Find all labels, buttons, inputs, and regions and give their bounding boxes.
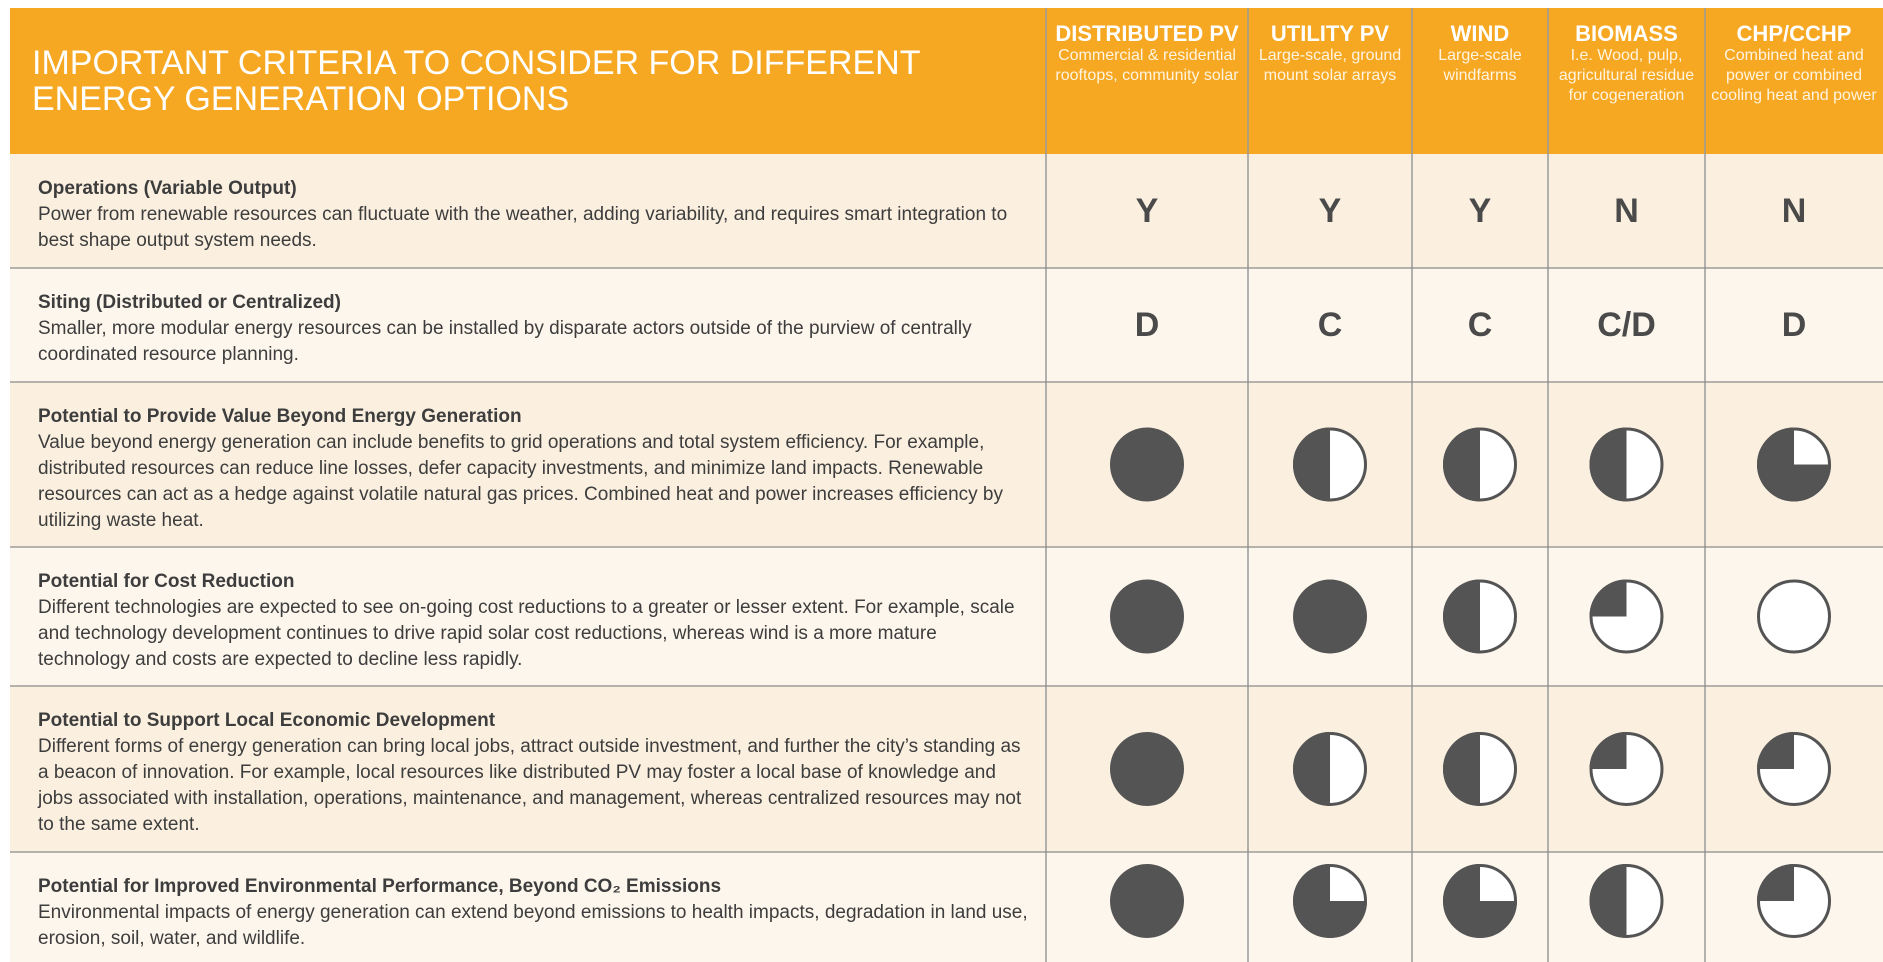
row-background (10, 547, 1883, 686)
row-title: Potential for Cost Reduction (38, 571, 295, 592)
harvey-ball (1443, 427, 1517, 502)
column-description: I.e. Wood, pulp, agricultural residue fo… (1558, 47, 1695, 104)
row-title: Potential to Support Local Economic Deve… (38, 710, 496, 731)
row-description: Smaller, more modular energy resources c… (38, 318, 972, 365)
harvey-ball (1443, 579, 1517, 654)
cell-letter: C (1467, 305, 1493, 344)
cell-letter: D (1781, 305, 1807, 344)
harvey-ball (1757, 864, 1831, 938)
column-description: Combined heat and power or combined cool… (1711, 47, 1877, 104)
row-text: Siting (Distributed or Centralized) Small… (38, 290, 1033, 368)
row-background (10, 852, 1883, 962)
row-text: Potential to Provide Value Beyond Energy… (38, 404, 1033, 534)
harvey-ball (1589, 427, 1664, 502)
row-background (10, 382, 1883, 547)
column-description: Large-scale windfarms (1438, 47, 1522, 84)
ball-fill (1589, 427, 1627, 502)
row-title: Potential for Improved Environmental Per… (38, 876, 722, 897)
row-title: Operations (Variable Output) (38, 178, 297, 199)
row-text: Potential to Support Local Economic Deve… (38, 708, 1033, 838)
column-header: WIND Large-scale windfarms (1412, 22, 1548, 86)
harvey-ball (1110, 732, 1184, 806)
ball-fill (1757, 864, 1794, 901)
row-background (10, 686, 1883, 852)
harvey-ball (1443, 732, 1517, 806)
row-description: Value beyond energy generation can inclu… (38, 432, 1003, 531)
ball-fill (1110, 427, 1184, 502)
harvey-ball (1293, 732, 1367, 806)
cell-letter: N (1614, 191, 1639, 230)
ball-fill (1757, 732, 1794, 769)
column-name: UTILITY PV (1270, 21, 1390, 46)
ball-fill (1443, 427, 1480, 502)
harvey-ball (1589, 732, 1664, 806)
ball-fill (1589, 864, 1627, 938)
row-description: Environmental impacts of energy generati… (38, 902, 1028, 949)
row-background (10, 268, 1883, 382)
cell-letter: C/D (1597, 305, 1656, 344)
row-background (10, 154, 1883, 268)
column-name: BIOMASS (1575, 21, 1678, 46)
cell-letter: Y (1468, 191, 1492, 230)
ball-fill (1589, 579, 1627, 617)
ball-fill (1293, 864, 1367, 938)
cell-letter: Y (1318, 191, 1342, 230)
ball-fill (1757, 427, 1831, 502)
harvey-ball (1110, 864, 1184, 938)
column-name: DISTRIBUTED PV (1055, 21, 1239, 46)
column-name: CHP/CCHP (1736, 21, 1852, 46)
harvey-ball (1110, 579, 1184, 654)
column-header: UTILITY PV Large-scale, ground mount sola… (1248, 22, 1412, 86)
cell-letter: D (1134, 305, 1160, 344)
row-description: Different technologies are expected to s… (38, 597, 1015, 670)
cell-letter: N (1781, 191, 1807, 230)
column-header: DISTRIBUTED PV Commercial & residential r… (1046, 22, 1248, 86)
row-text: Potential for Cost Reduction Different te… (38, 569, 1033, 673)
table-title: IMPORTANT CRITERIA TO CONSIDER FOR DIFFE… (32, 44, 920, 118)
header-band (10, 8, 1883, 154)
harvey-ball (1757, 732, 1831, 806)
harvey-ball (1293, 427, 1367, 502)
cell-letter: Y (1135, 191, 1159, 230)
row-description: Power from renewable resources can fluct… (38, 204, 1008, 251)
ball-fill (1110, 732, 1184, 806)
row-title: Potential to Provide Value Beyond Energy… (38, 406, 522, 427)
harvey-ball (1589, 579, 1664, 654)
harvey-ball (1293, 864, 1367, 938)
ball-fill (1443, 579, 1480, 654)
row-description: Different forms of energy generation can… (38, 736, 1022, 835)
column-header: BIOMASS I.e. Wood, pulp, agricultural res… (1548, 22, 1705, 106)
cell-letter: C (1317, 305, 1343, 344)
ball-fill (1110, 579, 1184, 654)
column-description: Commercial & residential rooftops, commu… (1055, 47, 1239, 84)
ball-fill (1443, 864, 1517, 938)
column-header: CHP/CCHP Combined heat and power or combi… (1705, 22, 1883, 106)
harvey-ball (1293, 579, 1367, 654)
ball-fill (1293, 732, 1330, 806)
column-name: WIND (1450, 21, 1510, 46)
harvey-ball (1757, 579, 1831, 654)
column-description: Large-scale, ground mount solar arrays (1258, 47, 1402, 84)
ball-fill (1293, 427, 1330, 502)
harvey-ball (1110, 427, 1184, 502)
ball-outline (1757, 579, 1831, 654)
ball-fill (1443, 732, 1480, 806)
ball-fill (1110, 864, 1184, 938)
harvey-ball (1757, 427, 1831, 502)
harvey-ball (1443, 864, 1517, 938)
row-title: Siting (Distributed or Centralized) (38, 292, 341, 313)
ball-fill (1589, 732, 1627, 769)
row-text: Potential for Improved Environmental Per… (38, 874, 1033, 952)
harvey-ball (1589, 864, 1664, 938)
ball-fill (1293, 579, 1367, 654)
row-text: Operations (Variable Output) Power from r… (38, 176, 1033, 254)
